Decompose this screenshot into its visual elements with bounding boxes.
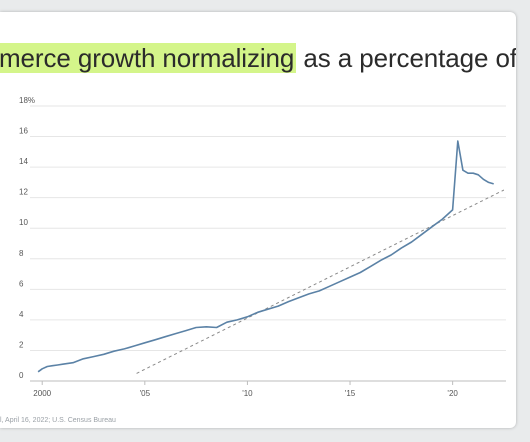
y-tick-label: 18% — [19, 96, 35, 105]
slide-card: merce growth normalizing as a percentage… — [0, 12, 516, 428]
headline-highlight: merce growth normalizing — [0, 43, 297, 73]
x-tick-label: '15 — [345, 389, 356, 398]
ecommerce-share-chart: 0 2 4 6 8 10 12 14 16 18% 2000 '05 '10 '15 '20 — [19, 96, 506, 398]
x-axis: 2000 '05 '10 '15 '20 — [33, 381, 458, 398]
y-tick-label: 6 — [19, 279, 24, 288]
y-tick-label: 16 — [19, 127, 28, 136]
headline-rest: as a percentage of retail sa — [303, 43, 516, 73]
y-tick-label: 14 — [19, 157, 28, 166]
x-tick-label: 2000 — [33, 389, 51, 398]
x-tick-label: '20 — [447, 389, 458, 398]
y-tick-label: 4 — [19, 310, 24, 319]
y-tick-label: 0 — [19, 371, 24, 380]
y-tick-label: 8 — [19, 249, 24, 258]
y-axis: 0 2 4 6 8 10 12 14 16 18% — [19, 96, 35, 380]
x-tick-label: '10 — [242, 389, 253, 398]
headline: merce growth normalizing as a percentage… — [0, 43, 516, 74]
source-note: l, April 16, 2022; U.S. Census Bureau — [0, 417, 116, 424]
trend-line — [136, 189, 505, 374]
y-tick-label: 12 — [19, 188, 28, 197]
x-tick-label: '05 — [140, 389, 151, 398]
series-line — [37, 140, 494, 373]
y-tick-label: 10 — [19, 218, 28, 227]
grid — [30, 105, 506, 382]
y-tick-label: 2 — [19, 340, 24, 349]
